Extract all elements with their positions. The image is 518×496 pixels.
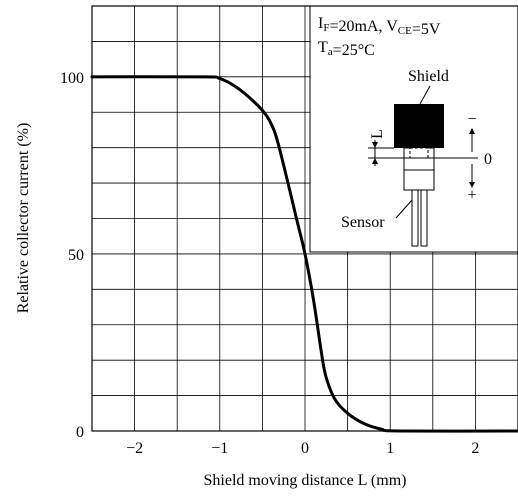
plus-arrowhead <box>469 182 475 188</box>
plot-frame <box>91 5 518 432</box>
condition-line-2: Ta=25°C <box>318 39 375 59</box>
sensor-lead-right <box>420 189 428 247</box>
distance-label-L: L <box>369 129 386 139</box>
y-tick-label: 0 <box>76 424 84 441</box>
series-line <box>90 75 518 433</box>
x-tick-label: 1 <box>386 440 394 457</box>
shield-block <box>394 104 444 148</box>
zero-label: 0 <box>484 151 492 168</box>
distance-arrowhead-up <box>372 158 378 164</box>
x-axis-label: Shield moving distance L (mm) <box>204 472 407 489</box>
condition-line-1: IF=20mA, VCE=5V <box>318 15 441 38</box>
tick-labels: −2 −1 0 1 2 0 50 100 <box>60 70 479 457</box>
shield-sensor-diagram: Shield L − 0 + Sensor <box>341 68 492 247</box>
distance-arrowhead-down <box>372 142 378 148</box>
minus-arrowhead <box>469 128 475 134</box>
x-tick-label: 2 <box>471 440 479 457</box>
y-axis-label: Relative collector current (%) <box>15 123 32 314</box>
shield-label: Shield <box>408 68 449 85</box>
y-tick-label: 50 <box>68 247 84 264</box>
y-tick-label: 100 <box>60 70 84 87</box>
plus-label: + <box>467 187 476 204</box>
shield-leader-line <box>419 85 431 105</box>
sensor-label: Sensor <box>341 214 385 231</box>
sensor-body-lower <box>403 169 435 191</box>
sensor-window <box>409 147 429 159</box>
sensor-lead-left <box>411 189 419 247</box>
x-tick-label: −1 <box>211 440 228 457</box>
x-tick-label: −2 <box>126 440 143 457</box>
sensor-leader-line <box>395 199 413 219</box>
minus-label: − <box>467 111 476 128</box>
x-tick-label: 0 <box>301 440 309 457</box>
